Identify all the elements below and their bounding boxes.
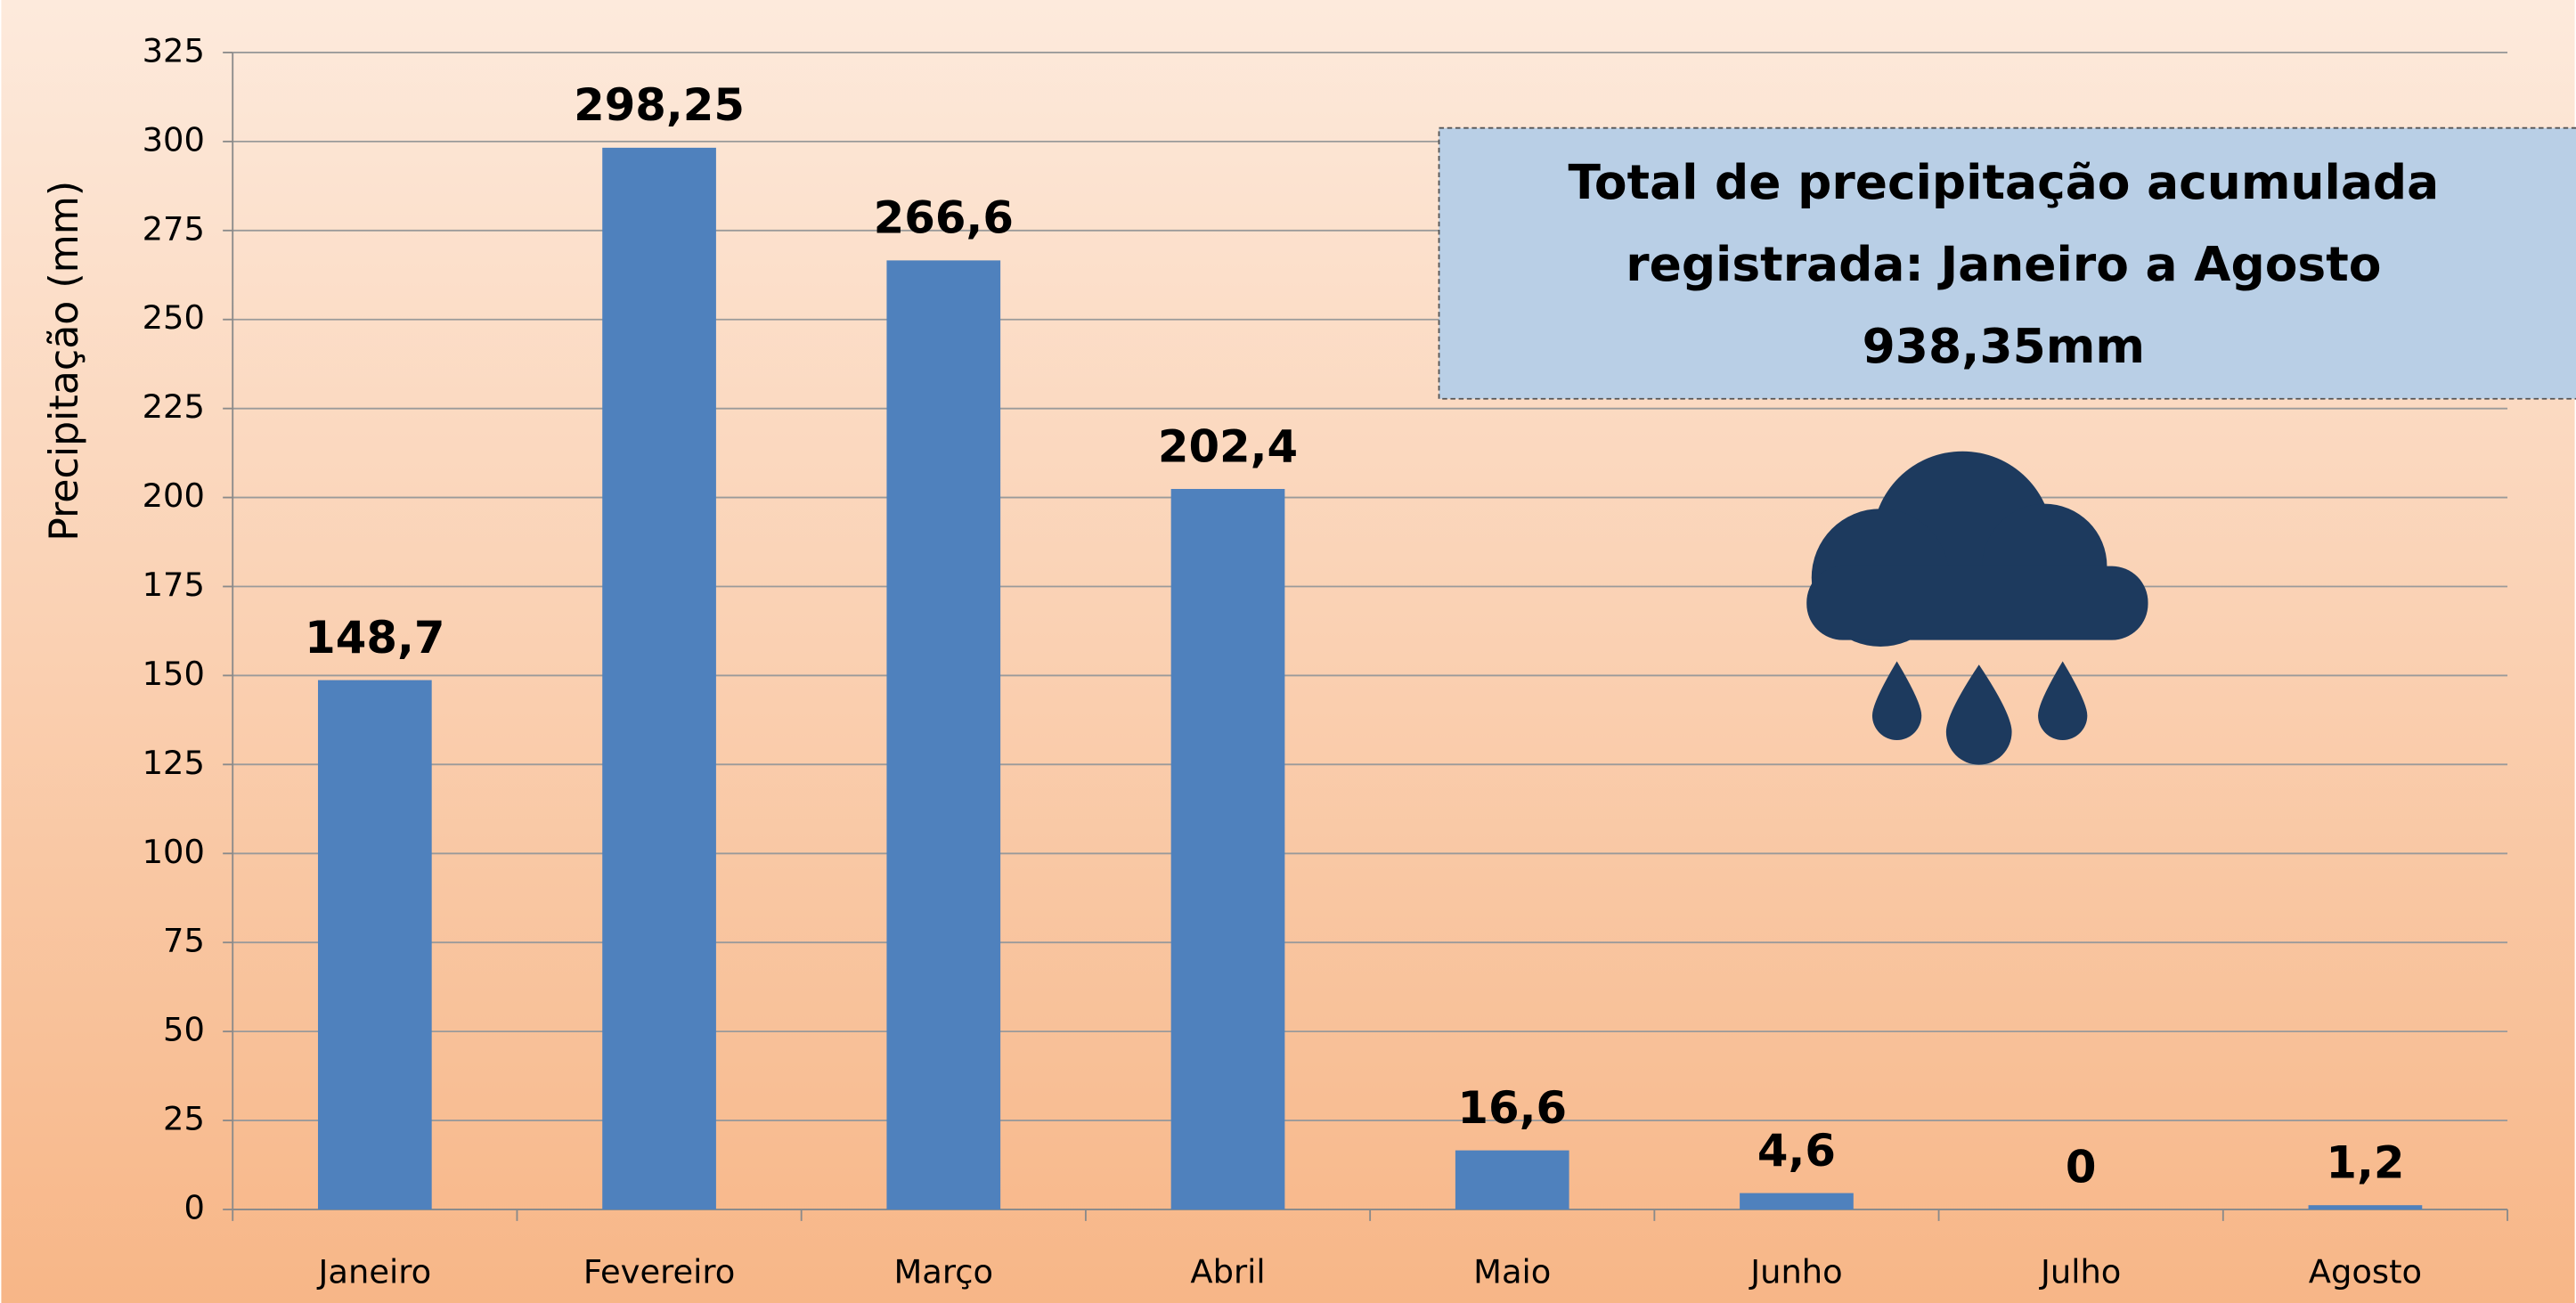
y-tick-label: 275 [143,209,205,248]
y-tick-label: 25 [163,1100,205,1138]
x-tick-label: Agosto [2309,1252,2422,1291]
data-label: 266,6 [874,192,1014,244]
y-tick-label: 175 [143,566,205,604]
y-tick-label: 100 [143,833,205,871]
bar [2308,1205,2423,1209]
x-tick-label: Fevereiro [583,1252,735,1291]
data-label: 148,7 [305,612,444,664]
y-tick-label: 50 [163,1011,205,1049]
y-axis-label: Precipitação (mm) [42,181,87,542]
data-label: 298,25 [574,79,745,131]
data-label: 1,2 [2326,1136,2404,1188]
annotation-line: registrada: Janeiro a Agosto [1626,236,2381,292]
data-label: 202,4 [1158,420,1298,472]
y-tick-label: 150 [143,655,205,693]
annotation-box [1438,126,2576,400]
x-tick-label: Março [894,1252,994,1291]
y-tick-label: 250 [143,298,205,337]
y-tick-label: 200 [143,476,205,515]
y-tick-label: 300 [143,120,205,159]
x-tick-label: Julho [2039,1252,2121,1291]
bar [886,260,1001,1209]
y-tick-label: 325 [143,31,205,69]
y-tick-label: 75 [163,922,205,960]
y-tick-label: 125 [143,744,205,782]
bar [1170,488,1285,1209]
data-label: 0 [2066,1141,2097,1193]
x-tick-label: Maio [1473,1252,1551,1291]
y-tick-label: 225 [143,387,205,426]
x-tick-label: Janeiro [317,1252,432,1291]
x-tick-label: Junho [1749,1252,1842,1291]
x-tick-label: Abril [1190,1252,1265,1291]
bar [1455,1150,1569,1209]
rain-cloud-icon [1806,451,2148,765]
data-label: 4,6 [1757,1125,1836,1177]
y-tick-label: 0 [183,1188,204,1226]
bar [602,147,716,1209]
annotation-line: 938,35mm [1863,318,2145,374]
bar [317,680,432,1209]
data-label: 16,6 [1457,1082,1567,1134]
annotation-line: Total de precipitação acumulada [1569,154,2440,210]
bar [1740,1193,1854,1209]
